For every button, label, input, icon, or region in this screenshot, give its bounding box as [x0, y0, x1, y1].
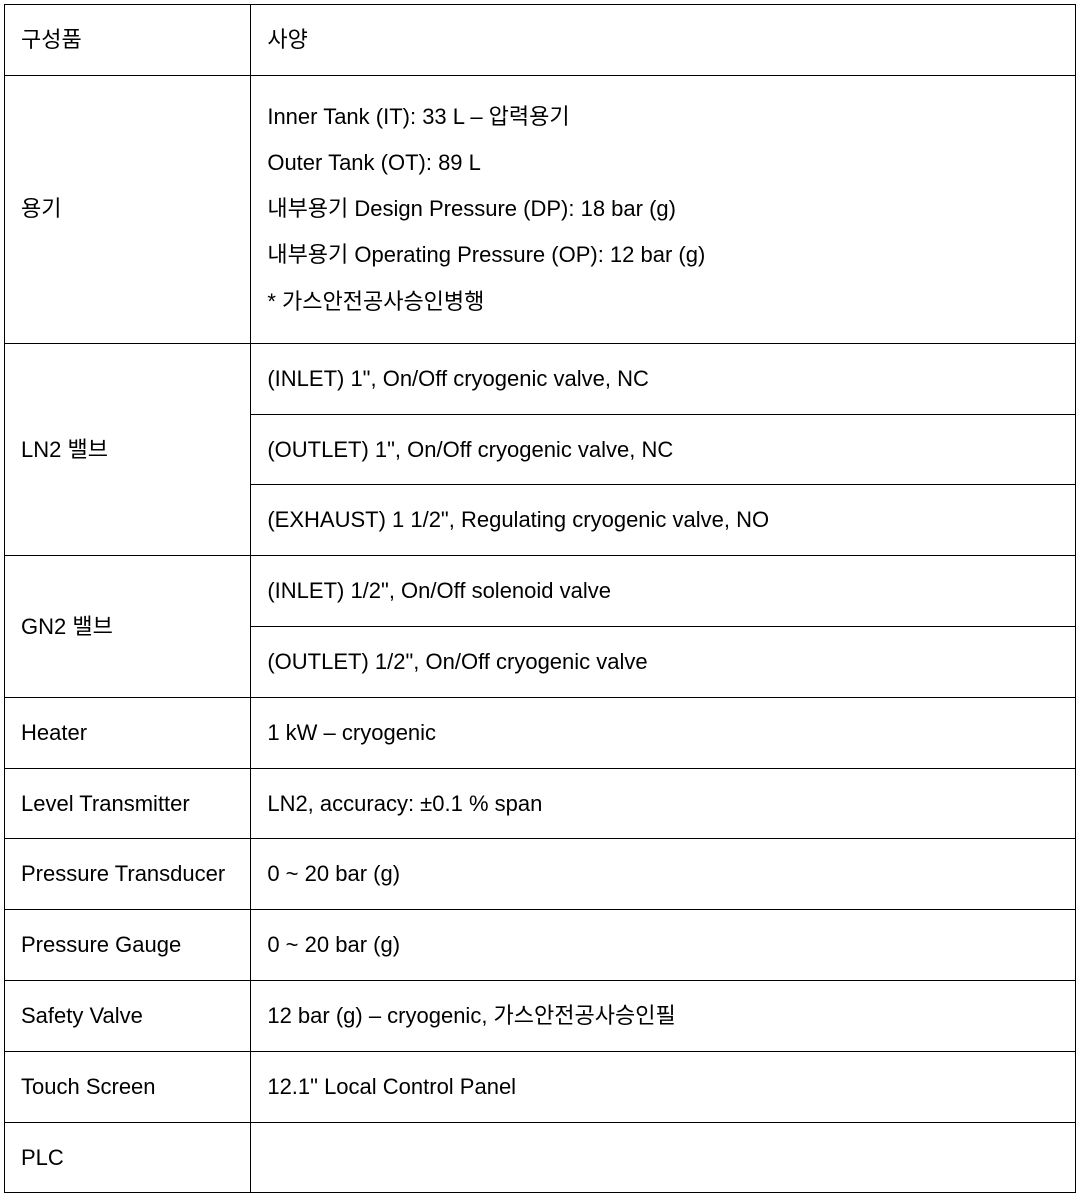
spec-line: 내부용기 Design Pressure (DP): 18 bar (g) [267, 186, 1059, 232]
table-row: Level Transmitter LN2, accuracy: ±0.1 % … [5, 768, 1076, 839]
spec-cell: LN2, accuracy: ±0.1 % span [251, 768, 1076, 839]
spec-cell [251, 1122, 1076, 1193]
table-row: Safety Valve 12 bar (g) – cryogenic, 가스안… [5, 980, 1076, 1051]
table-row: PLC [5, 1122, 1076, 1193]
table-row: GN2 밸브 (INLET) 1/2", On/Off solenoid val… [5, 556, 1076, 627]
table-row: LN2 밸브 (INLET) 1", On/Off cryogenic valv… [5, 343, 1076, 414]
table-row: Pressure Gauge 0 ~ 20 bar (g) [5, 910, 1076, 981]
spec-line: Outer Tank (OT): 89 L [267, 140, 1059, 186]
spec-cell: 0 ~ 20 bar (g) [251, 910, 1076, 981]
component-cell: LN2 밸브 [5, 343, 251, 555]
spec-cell: (OUTLET) 1", On/Off cryogenic valve, NC [251, 414, 1076, 485]
spec-table-body: 구성품 사양 용기 Inner Tank (IT): 33 L – 압력용기 O… [5, 5, 1076, 1193]
table-row: Heater 1 kW – cryogenic [5, 697, 1076, 768]
component-cell: GN2 밸브 [5, 556, 251, 698]
spec-cell: 0 ~ 20 bar (g) [251, 839, 1076, 910]
component-cell: Level Transmitter [5, 768, 251, 839]
spec-cell: 1 kW – cryogenic [251, 697, 1076, 768]
spec-cell: (EXHAUST) 1 1/2", Regulating cryogenic v… [251, 485, 1076, 556]
component-cell: Pressure Transducer [5, 839, 251, 910]
spec-line: 내부용기 Operating Pressure (OP): 12 bar (g) [267, 232, 1059, 278]
component-cell: 용기 [5, 75, 251, 343]
table-header-row: 구성품 사양 [5, 5, 1076, 76]
header-component: 구성품 [5, 5, 251, 76]
component-cell: Touch Screen [5, 1051, 251, 1122]
component-cell: Heater [5, 697, 251, 768]
component-cell: Safety Valve [5, 980, 251, 1051]
table-row: 용기 Inner Tank (IT): 33 L – 압력용기 Outer Ta… [5, 75, 1076, 343]
component-cell: PLC [5, 1122, 251, 1193]
table-row: Pressure Transducer 0 ~ 20 bar (g) [5, 839, 1076, 910]
spec-line: Inner Tank (IT): 33 L – 압력용기 [267, 94, 1059, 140]
spec-table: 구성품 사양 용기 Inner Tank (IT): 33 L – 압력용기 O… [4, 4, 1076, 1193]
spec-cell: (OUTLET) 1/2", On/Off cryogenic valve [251, 626, 1076, 697]
spec-cell: 12.1" Local Control Panel [251, 1051, 1076, 1122]
spec-cell-multiline: Inner Tank (IT): 33 L – 압력용기 Outer Tank … [251, 75, 1076, 343]
header-spec: 사양 [251, 5, 1076, 76]
spec-line: * 가스안전공사승인병행 [267, 279, 1059, 325]
spec-cell: 12 bar (g) – cryogenic, 가스안전공사승인필 [251, 980, 1076, 1051]
table-row: Touch Screen 12.1" Local Control Panel [5, 1051, 1076, 1122]
spec-cell: (INLET) 1", On/Off cryogenic valve, NC [251, 343, 1076, 414]
spec-cell: (INLET) 1/2", On/Off solenoid valve [251, 556, 1076, 627]
component-cell: Pressure Gauge [5, 910, 251, 981]
